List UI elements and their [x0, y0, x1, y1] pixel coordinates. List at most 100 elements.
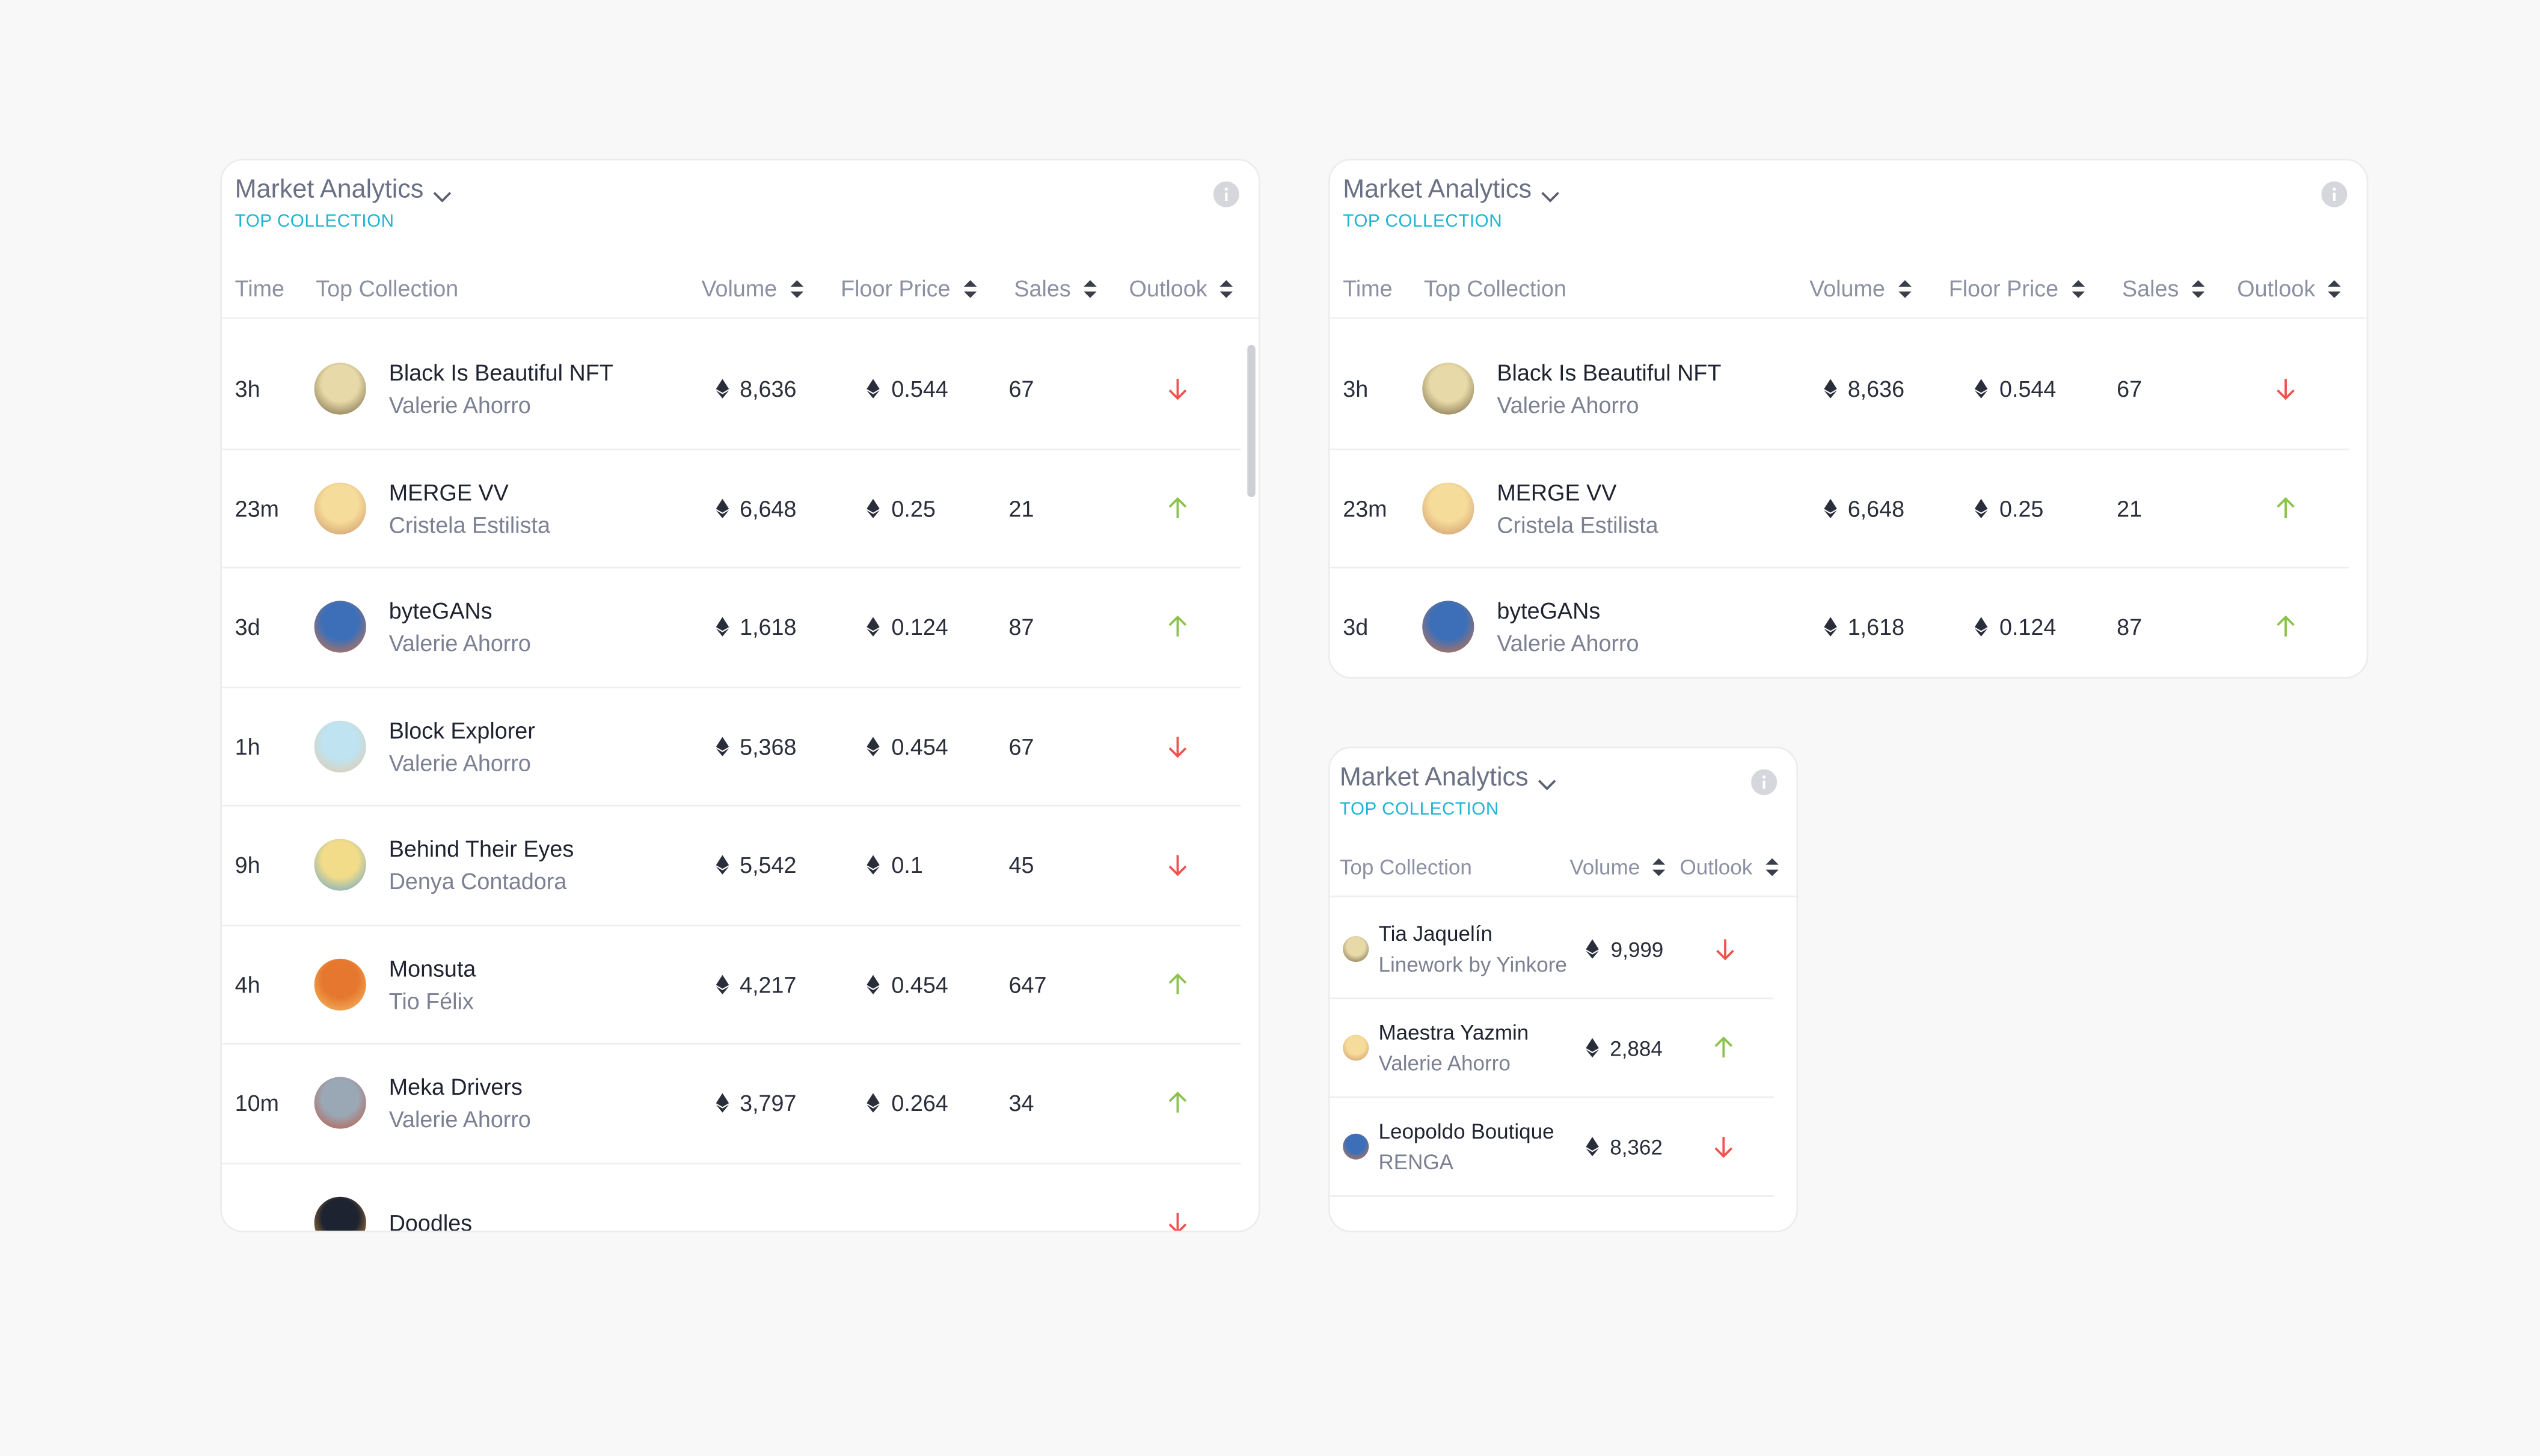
cell: 87	[2109, 614, 2222, 640]
volume-value: 9,999	[1610, 937, 1664, 961]
cell: 4,217	[693, 971, 830, 997]
cell: 3h	[235, 376, 314, 402]
cell: 3d	[1343, 614, 1422, 640]
collection-info: Block Explorer Valerie Ahorro	[389, 714, 535, 778]
table-row[interactable]: 23m MERGE VV Cristela Estilista 6,648 0.25 21	[1330, 450, 2349, 569]
arrow-down	[1713, 1135, 1736, 1158]
cell	[2222, 497, 2349, 519]
column-header[interactable]: Outlook	[1680, 854, 1781, 878]
column-label: Sales	[2121, 275, 2179, 302]
arrow-up	[2274, 497, 2296, 519]
info-icon[interactable]	[1213, 181, 1239, 207]
floor-value: 0.124	[1999, 614, 2057, 640]
floor-value: 0.25	[1999, 495, 2044, 521]
panel-subtitle: TOP COLLECTION	[235, 212, 394, 232]
arrow-up	[1166, 973, 1189, 996]
panel: Market Analytics TOP COLLECTION Top Collec…	[1328, 746, 1799, 1233]
time-value: 3h	[235, 376, 260, 402]
cell: 5,368	[693, 733, 830, 759]
table-row[interactable]: 10m Meka Drivers Valerie Ahorro 3,797 0.264 3…	[222, 1045, 1241, 1164]
eth-icon	[1975, 617, 1989, 637]
cell: 8,636	[1801, 376, 1938, 402]
eth-icon	[715, 855, 729, 875]
cell: byteGANs Valerie Ahorro	[1422, 595, 1800, 659]
table-row[interactable]: 3h Black Is Beautiful NFT Valerie Ahorro 8,…	[1330, 331, 2349, 450]
collection-name: Block Explorer	[388, 717, 535, 743]
cell: 0.25	[1938, 495, 2109, 521]
column-header[interactable]: Volume	[1809, 275, 1949, 301]
cell: 0.454	[830, 971, 1001, 997]
sales-value: 45	[1008, 852, 1034, 878]
cell	[1675, 1135, 1773, 1158]
column-header: Time	[235, 275, 316, 301]
time-value: 23m	[235, 495, 279, 521]
table-row[interactable]: 3h Black Is Beautiful NFT Valerie Ahorro 8,…	[222, 331, 1241, 450]
column-label: Volume	[1809, 275, 1885, 302]
dropdown-chevron[interactable]	[432, 191, 452, 204]
cell: Meka Drivers Valerie Ahorro	[314, 1071, 693, 1136]
cell	[1675, 1036, 1773, 1059]
table-row[interactable]: Doodles	[222, 1164, 1241, 1231]
cell: 6,648	[1801, 495, 1938, 521]
time-value: 4h	[235, 971, 260, 997]
collection-info: Black Is Beautiful NFT Valerie Ahorro	[389, 356, 613, 421]
panel-title[interactable]: Market Analytics	[235, 176, 424, 204]
time-value: 23m	[1343, 495, 1387, 521]
table-row[interactable]: 23m MERGE VV Cristela Estilista 6,648 0.25 21	[222, 450, 1241, 569]
time-value: 3d	[235, 614, 260, 640]
cell: 6,648	[693, 495, 830, 521]
info-icon[interactable]	[1751, 769, 1778, 795]
floor-value: 0.544	[891, 376, 948, 402]
column-header[interactable]: Floor Price	[1949, 275, 2122, 301]
sort-icon	[1652, 857, 1666, 876]
cell: 0.1	[830, 852, 1001, 878]
column-header[interactable]: Volume	[1569, 854, 1680, 878]
cell: Monsuta Tio Félix	[314, 952, 693, 1017]
arrow-down	[1166, 735, 1189, 758]
table-row[interactable]: 4h Monsuta Tio Félix 4,217 0.454 647	[222, 926, 1241, 1045]
column-header: Top Collection	[1424, 275, 1809, 301]
cell: 21	[2109, 495, 2222, 521]
table-row[interactable]: 3d byteGANs Valerie Ahorro 1,618 0.124 87	[1330, 569, 2349, 677]
time-value: 10m	[235, 1090, 279, 1116]
table-row[interactable]: 1h Block Explorer Valerie Ahorro 5,368 0.454…	[222, 688, 1241, 807]
table-row[interactable]: Leopoldo Boutique RENGA 8,362	[1330, 1098, 1774, 1197]
info-icon[interactable]	[2321, 181, 2348, 207]
cell: 0.544	[830, 376, 1001, 402]
volume-value: 3,797	[740, 1090, 797, 1116]
dropdown-chevron[interactable]	[1537, 779, 1556, 792]
eth-icon	[1586, 939, 1600, 959]
table-row[interactable]: 3d byteGANs Valerie Ahorro 1,618 0.124 87	[222, 569, 1241, 688]
collection-author: Linework by Yinkore	[1378, 952, 1567, 977]
eth-icon	[715, 974, 729, 994]
panel: Market Analytics TOP COLLECTION Time Top Co…	[1328, 159, 2369, 679]
column-label: Floor Price	[841, 275, 951, 302]
column-header[interactable]: Outlook	[1129, 275, 1259, 301]
time-value: 1h	[235, 733, 260, 759]
scrollbar[interactable]	[1247, 344, 1256, 498]
column-header[interactable]: Sales	[2122, 275, 2237, 301]
table-row[interactable]: Tia Jaquelín Linework by Yinkore 9,999	[1330, 901, 1774, 1000]
cell: 0.454	[830, 733, 1001, 759]
volume-value: 6,648	[740, 495, 797, 521]
collection-name: MERGE VV	[1497, 479, 1617, 505]
panel-title[interactable]: Market Analytics	[1339, 764, 1529, 792]
panel-title[interactable]: Market Analytics	[1343, 176, 1532, 204]
cell	[1114, 973, 1241, 996]
table-row[interactable]: Maestra Yazmin Valerie Ahorro 2,884	[1330, 999, 1774, 1098]
column-header[interactable]: Sales	[1014, 275, 1129, 301]
column-header[interactable]: Floor Price	[841, 275, 1014, 301]
cell: 9,999	[1567, 937, 1675, 961]
collection-info: byteGANs Valerie Ahorro	[1497, 595, 1639, 659]
collection-info: Tia Jaquelín Linework by Yinkore	[1378, 918, 1566, 979]
dropdown-chevron[interactable]	[1541, 191, 1560, 204]
column-header[interactable]: Outlook	[2237, 275, 2367, 301]
column-header: Top Collection	[1340, 854, 1570, 878]
collection-info: byteGANs Valerie Ahorro	[389, 595, 531, 659]
collection-author: Valerie Ahorro	[1497, 630, 1639, 656]
column-header[interactable]: Volume	[701, 275, 841, 301]
table-row[interactable]: 9h Behind Their Eyes Denya Contadora 5,542 0…	[222, 807, 1241, 926]
collection-name: Black Is Beautiful NFT	[388, 359, 613, 386]
arrow-up	[1166, 497, 1189, 519]
